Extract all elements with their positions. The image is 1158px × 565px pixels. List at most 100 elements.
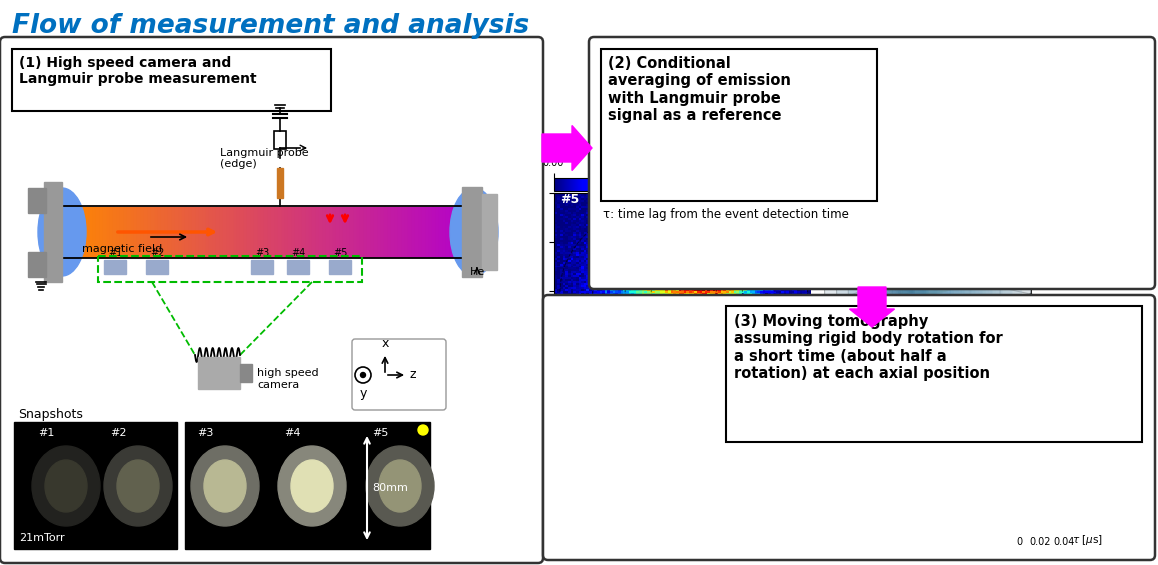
Bar (339, 207, 344, 257)
Bar (391, 207, 395, 257)
Text: #5: #5 (886, 41, 906, 54)
Bar (402, 207, 405, 257)
Bar (453, 207, 456, 257)
Bar (254, 207, 258, 257)
Bar (131, 207, 134, 257)
Bar (419, 207, 423, 257)
Bar (250, 207, 255, 257)
Ellipse shape (38, 188, 86, 276)
Text: #4: #4 (284, 428, 300, 438)
Bar (72, 207, 76, 257)
Bar (467, 207, 470, 257)
Bar (287, 260, 309, 274)
Bar (288, 207, 292, 257)
Text: #1: #1 (38, 428, 54, 438)
Text: (2) Conditional
averaging of emission
with Langmuir probe
signal as a reference: (2) Conditional averaging of emission wi… (608, 56, 791, 123)
Ellipse shape (191, 446, 259, 526)
Bar (168, 207, 171, 257)
Bar (171, 207, 175, 257)
Bar (120, 207, 124, 257)
Text: 0.025: 0.025 (915, 172, 946, 181)
Bar (117, 207, 120, 257)
Bar (175, 207, 178, 257)
Bar (302, 207, 306, 257)
Bar (395, 207, 398, 257)
Text: 0: 0 (1016, 537, 1023, 547)
X-axis label: $\tau$ [$\mu$s]: $\tau$ [$\mu$s] (972, 277, 1003, 291)
Text: #3: #3 (255, 248, 269, 258)
Bar (79, 207, 82, 257)
Bar (75, 207, 79, 257)
Bar (14, 422, 177, 549)
Bar (157, 207, 162, 257)
Bar (44, 182, 63, 282)
Bar (152, 207, 155, 257)
Bar (470, 207, 474, 257)
Text: Flow of measurement and analysis: Flow of measurement and analysis (12, 13, 529, 39)
Bar (244, 207, 248, 257)
Bar (104, 260, 126, 274)
Bar (285, 207, 288, 257)
Bar (227, 207, 230, 257)
Bar (155, 207, 159, 257)
Bar (103, 207, 107, 257)
Ellipse shape (450, 188, 498, 276)
Bar (353, 207, 357, 257)
Ellipse shape (32, 446, 100, 526)
Text: #2: #2 (110, 428, 126, 438)
Bar (439, 207, 442, 257)
Text: (edge): (edge) (220, 159, 257, 169)
Bar (337, 207, 340, 257)
Bar (364, 207, 367, 257)
Text: #2: #2 (149, 248, 164, 258)
Bar (96, 207, 100, 257)
Text: #3: #3 (197, 428, 213, 438)
Bar (343, 207, 347, 257)
Ellipse shape (278, 446, 346, 526)
Text: #5: #5 (560, 193, 579, 206)
Bar (185, 422, 430, 549)
Bar (68, 207, 73, 257)
FancyArrow shape (542, 125, 592, 171)
X-axis label: x [mm]: x [mm] (856, 363, 887, 380)
Bar (271, 207, 274, 257)
Ellipse shape (291, 460, 334, 512)
Bar (28, 188, 46, 213)
Bar (462, 187, 482, 277)
Bar (360, 207, 364, 257)
Bar (196, 207, 199, 257)
Bar (113, 207, 117, 257)
Bar (329, 260, 351, 274)
Ellipse shape (379, 460, 422, 512)
Text: (1) High speed camera and
Langmuir probe measurement: (1) High speed camera and Langmuir probe… (19, 56, 257, 86)
Bar (141, 207, 145, 257)
Bar (327, 207, 330, 257)
Bar (28, 252, 46, 277)
Bar (240, 364, 252, 382)
Text: 21mTorr: 21mTorr (19, 533, 65, 543)
Bar (409, 207, 412, 257)
Bar (110, 207, 113, 257)
Bar (416, 207, 419, 257)
Bar (346, 207, 350, 257)
Bar (251, 260, 273, 274)
Bar (161, 207, 166, 257)
Bar (378, 207, 381, 257)
FancyBboxPatch shape (726, 306, 1142, 442)
Bar (460, 207, 463, 257)
Bar (432, 207, 437, 257)
Bar (185, 207, 189, 257)
Bar (237, 207, 241, 257)
Text: 0.02: 0.02 (1029, 537, 1050, 547)
Bar (257, 207, 261, 257)
Bar (89, 207, 93, 257)
Bar (234, 207, 237, 257)
Bar (442, 207, 446, 257)
Bar (398, 207, 402, 257)
Text: magnetic field: magnetic field (82, 244, 162, 254)
Bar (371, 207, 374, 257)
Bar (230, 207, 234, 257)
Text: #4: #4 (291, 248, 305, 258)
Circle shape (360, 372, 366, 377)
Bar (148, 207, 152, 257)
